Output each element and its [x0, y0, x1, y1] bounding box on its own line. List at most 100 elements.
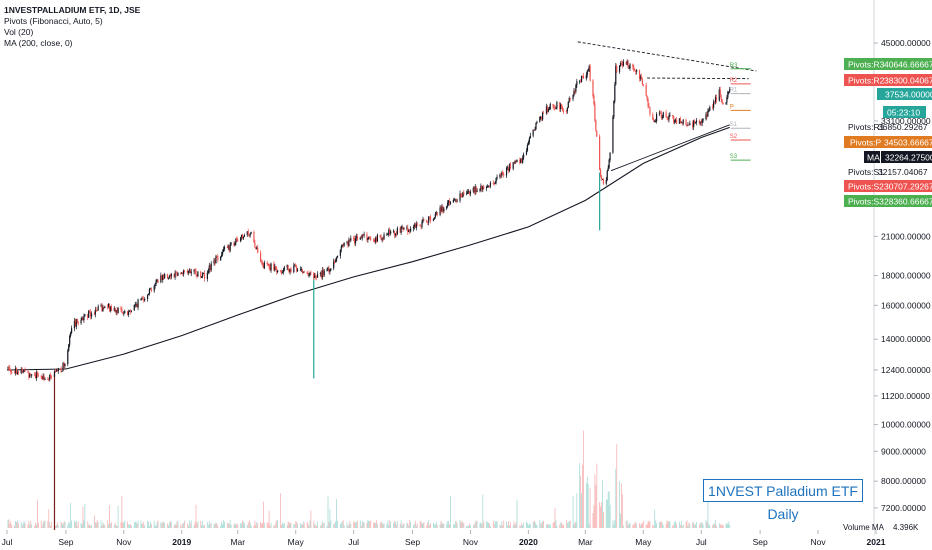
candle-body — [24, 370, 26, 372]
candle-body — [287, 265, 289, 270]
symbol-title[interactable]: 1NVESTPALLADIUM ETF, 1D, JSE — [4, 5, 141, 15]
volume-bar — [40, 520, 42, 528]
candle-body — [202, 272, 205, 274]
volume-bar — [24, 523, 26, 528]
volume-bar — [187, 525, 189, 528]
pivot-r2-tag — [844, 74, 932, 86]
indicator-ma[interactable]: MA (200, close, 0) — [4, 38, 73, 48]
candle-body — [474, 186, 476, 193]
candle-body — [574, 90, 576, 92]
candle-body — [161, 275, 163, 281]
candle-body — [701, 120, 703, 124]
candle-body — [702, 119, 704, 121]
candle-body — [249, 233, 251, 236]
candle-body — [695, 120, 698, 123]
volume-bar — [357, 520, 358, 528]
support-trendline — [610, 124, 730, 172]
candle-body — [556, 102, 558, 109]
volume-bar — [29, 524, 31, 528]
volume-bar — [144, 525, 146, 528]
candle-body — [633, 67, 635, 71]
volume-bar — [286, 525, 288, 528]
candle-body — [183, 270, 185, 275]
candle-body — [162, 275, 164, 281]
candle-body — [620, 63, 623, 64]
candle-body — [84, 314, 86, 317]
volume-bar — [573, 524, 575, 528]
time-axis[interactable] — [0, 530, 874, 550]
candle-body — [698, 120, 700, 124]
volume-bar — [68, 522, 70, 528]
candle-body — [336, 255, 339, 258]
candle-body — [101, 305, 103, 312]
volume-bar — [95, 522, 97, 528]
candle-body — [642, 84, 644, 85]
candle-body — [463, 192, 465, 194]
candle-body — [392, 231, 395, 232]
candle-body — [482, 186, 484, 190]
volume-bar — [488, 522, 489, 528]
volume-bar — [233, 524, 235, 528]
volume-bar — [103, 523, 105, 528]
volume-bar — [415, 525, 417, 528]
candle-body — [150, 288, 152, 291]
candle-body — [296, 266, 298, 271]
candle-body — [276, 268, 278, 273]
candle-body — [207, 270, 209, 273]
candle-body — [422, 219, 424, 222]
time-tick-label: Sep — [753, 537, 768, 547]
candle-body — [28, 372, 30, 378]
volume-bar — [339, 524, 341, 528]
indicator-volume[interactable]: Vol (20) — [4, 27, 34, 37]
volume-bar — [476, 521, 478, 528]
candle-body — [102, 307, 104, 312]
pivot-r3-tag — [844, 58, 932, 70]
time-tick-label: 2021 — [867, 537, 886, 547]
volume-bar — [613, 524, 615, 528]
volume-bar — [572, 495, 574, 528]
price-tick-label: 21000.00000 — [881, 231, 931, 241]
candle-body — [177, 272, 179, 276]
volume-bar — [581, 493, 582, 528]
candle-body — [134, 304, 136, 306]
volume-bar — [149, 525, 150, 528]
candle-body — [68, 344, 70, 351]
volume-bar — [665, 523, 667, 528]
volume-bar — [8, 519, 10, 528]
candle-body — [420, 225, 422, 227]
indicator-pivots[interactable]: Pivots (Fibonacci, Auto, 5) — [4, 16, 103, 26]
volume-bar — [716, 525, 717, 528]
volume-bar — [109, 505, 110, 528]
pivot-s3-value: 28360.66667 — [884, 197, 932, 207]
volume-bar — [513, 521, 515, 528]
candle-body — [729, 89, 731, 92]
candle-body — [34, 375, 37, 379]
volume-bar — [326, 525, 328, 528]
volume-bar — [555, 520, 557, 528]
candle-body — [600, 176, 603, 180]
volume-bar — [200, 520, 202, 528]
volume-bar — [310, 510, 312, 528]
candle-body — [700, 121, 702, 124]
candle-body — [327, 268, 329, 270]
candle-body — [432, 218, 435, 221]
candle-body — [546, 106, 548, 112]
candle-body — [329, 269, 331, 272]
candle-body — [561, 107, 564, 112]
candle-body — [461, 195, 463, 198]
candle-body — [402, 226, 404, 230]
candle-body — [715, 97, 718, 101]
ma-value: 32264.27500 — [885, 153, 932, 163]
volume-bar — [499, 525, 501, 528]
volume-bar — [486, 521, 488, 528]
candle-body — [403, 228, 405, 230]
candle-body — [441, 206, 443, 212]
volume-bar — [114, 522, 116, 528]
volume-bar — [469, 523, 470, 528]
volume-bar — [534, 521, 536, 528]
volume-bar — [543, 520, 544, 528]
volume-bar — [55, 525, 56, 528]
candle-body — [283, 267, 285, 271]
candle-body — [639, 76, 642, 79]
